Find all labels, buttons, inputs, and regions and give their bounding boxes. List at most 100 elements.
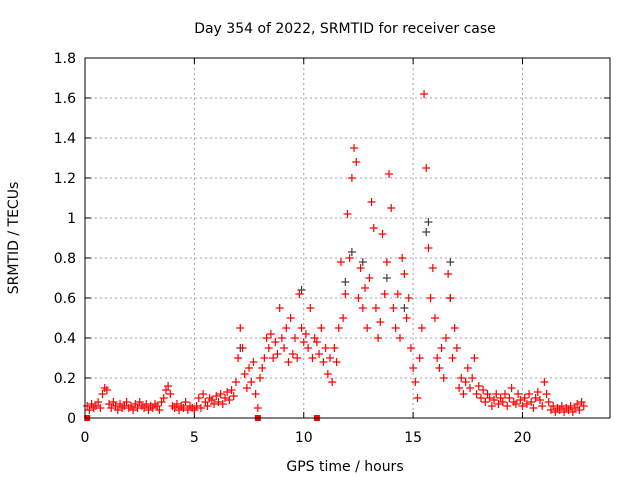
primary-point	[339, 314, 348, 322]
primary-point	[452, 344, 461, 352]
primary-point	[350, 144, 359, 152]
primary-point	[266, 330, 275, 338]
primary-point	[369, 224, 378, 232]
y-tick-label: 1.4	[54, 131, 76, 147]
primary-point	[166, 390, 175, 398]
primary-point	[295, 290, 304, 298]
primary-point	[435, 364, 444, 372]
primary-point	[437, 344, 446, 352]
primary-point	[140, 404, 149, 412]
primary-point	[96, 404, 105, 412]
primary-point	[446, 294, 455, 302]
primary-point	[124, 404, 133, 412]
tick-labels: 0 0.2 0.4 0.6 0.8 1 1.2 1.4 1.6 1.8 0 5 10 15 20	[54, 51, 532, 446]
primary-point	[522, 400, 531, 408]
primary-point	[190, 406, 199, 414]
primary-point	[358, 304, 367, 312]
primary-point	[573, 400, 582, 408]
primary-point	[199, 390, 208, 398]
primary-point	[409, 364, 418, 372]
primary-point	[575, 406, 584, 414]
y-tick-label: 0.4	[54, 331, 76, 347]
primary-point	[221, 394, 229, 402]
primary-point	[472, 390, 481, 398]
primary-point	[371, 304, 380, 312]
primary-point	[549, 402, 558, 410]
primary-point	[343, 210, 352, 218]
primary-point	[555, 406, 564, 414]
primary-point	[507, 384, 516, 392]
primary-point	[264, 344, 273, 352]
secondary-point	[400, 304, 409, 312]
primary-point	[336, 258, 345, 266]
primary-point	[422, 164, 431, 172]
secondary-point	[341, 278, 350, 286]
y-tick-label: 1	[67, 211, 76, 227]
secondary-point	[358, 258, 367, 266]
primary-point	[251, 390, 260, 398]
grid	[84, 57, 610, 419]
primary-point	[389, 304, 398, 312]
primary-point	[474, 382, 483, 390]
secondary-point	[424, 218, 433, 226]
primary-point	[468, 374, 477, 382]
x-tick-label: 20	[514, 430, 532, 446]
primary-point	[142, 400, 151, 408]
primary-point	[376, 318, 385, 326]
primary-point	[479, 386, 488, 394]
primary-point	[109, 398, 118, 406]
primary-point	[470, 354, 479, 362]
primary-point	[196, 404, 205, 412]
secondary-point	[446, 258, 455, 266]
y-tick-label: 1.6	[54, 91, 76, 107]
primary-point	[330, 344, 339, 352]
primary-point	[564, 406, 573, 414]
primary-point	[234, 354, 243, 362]
primary-point	[304, 344, 313, 352]
primary-point	[277, 334, 286, 342]
primary-point	[105, 400, 114, 408]
primary-point	[332, 358, 341, 366]
primary-point	[291, 334, 299, 342]
primary-point	[441, 334, 450, 342]
primary-point	[341, 290, 350, 298]
primary-point	[557, 402, 566, 410]
primary-point	[382, 258, 391, 266]
primary-point	[455, 384, 464, 392]
primary-point	[91, 402, 100, 410]
primary-point	[533, 388, 542, 396]
primary-point	[516, 396, 525, 404]
primary-point	[560, 408, 569, 416]
primary-point	[415, 354, 424, 362]
primary-point	[111, 402, 120, 410]
primary-point	[155, 406, 164, 414]
primary-point	[406, 344, 415, 352]
primary-point	[518, 402, 527, 410]
primary-point	[203, 402, 212, 410]
primary-point	[107, 404, 116, 412]
primary-point	[194, 394, 203, 402]
primary-point	[391, 324, 400, 332]
primary-point	[426, 294, 435, 302]
primary-point	[483, 390, 492, 398]
primary-point	[249, 358, 258, 366]
y-tick-label: 0.8	[54, 251, 76, 267]
primary-point	[448, 354, 457, 362]
x-axis-label: GPS time / hours	[286, 459, 403, 475]
data-marks	[83, 90, 588, 421]
primary-point	[538, 402, 547, 410]
primary-point	[256, 374, 264, 382]
primary-point	[402, 314, 411, 322]
primary-point	[542, 390, 551, 398]
primary-point	[420, 90, 429, 98]
y-tick-label: 0.6	[54, 291, 76, 307]
primary-point	[450, 324, 459, 332]
y-tick-label: 1.8	[54, 51, 76, 67]
primary-point	[282, 324, 291, 332]
primary-point	[568, 408, 577, 416]
primary-point	[481, 398, 490, 406]
primary-point	[540, 378, 549, 386]
y-tick-label: 0	[67, 411, 76, 427]
primary-point	[431, 314, 439, 322]
